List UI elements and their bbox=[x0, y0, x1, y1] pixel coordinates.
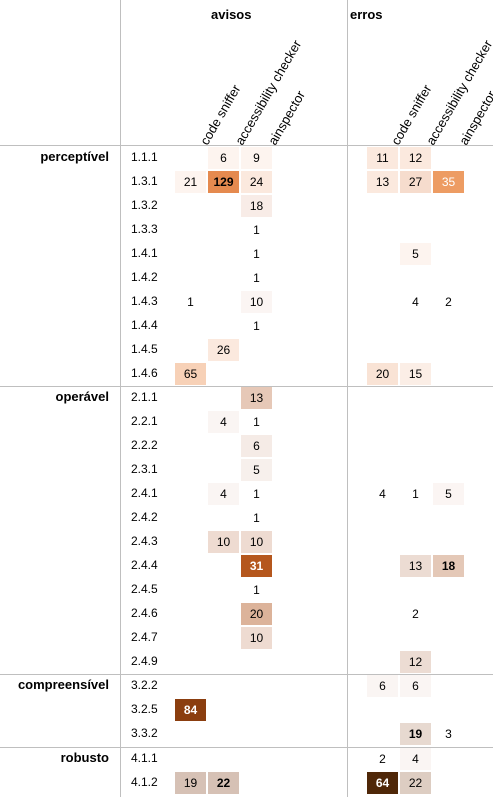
rule-label: 2.4.7 bbox=[131, 630, 158, 645]
rule-label: 3.3.2 bbox=[131, 726, 158, 741]
heatmap-cell: 1 bbox=[253, 415, 260, 430]
rule-label: 1.4.6 bbox=[131, 366, 158, 381]
rule-label: 2.2.2 bbox=[131, 438, 158, 453]
heatmap-cell: 11 bbox=[367, 147, 398, 169]
rule-label: 2.4.2 bbox=[131, 510, 158, 525]
group-title-avisos: avisos bbox=[211, 7, 252, 22]
rule-label: 2.4.1 bbox=[131, 486, 158, 501]
rule-label: 1.3.2 bbox=[131, 198, 158, 213]
section-label: operável bbox=[55, 389, 109, 405]
heatmap-cell: 6 bbox=[241, 435, 272, 458]
rule-label: 4.1.2 bbox=[131, 774, 158, 789]
rule-label: 3.2.5 bbox=[131, 702, 158, 717]
heatmap-cell: 1 bbox=[253, 319, 260, 334]
divider-line bbox=[0, 674, 493, 675]
rule-label: 2.4.4 bbox=[131, 558, 158, 573]
heatmap-cell: 10 bbox=[208, 531, 239, 554]
rule-label: 3.2.2 bbox=[131, 678, 158, 693]
heatmap-cell: 26 bbox=[208, 339, 239, 362]
heatmap-cell: 2 bbox=[445, 295, 452, 310]
rule-label: 2.3.1 bbox=[131, 462, 158, 477]
heatmap-cell: 10 bbox=[241, 627, 272, 650]
heatmap-cell: 1 bbox=[253, 583, 260, 598]
heatmap-cell: 12 bbox=[400, 651, 431, 674]
group-title-erros: erros bbox=[350, 7, 383, 22]
rule-label: 4.1.1 bbox=[131, 750, 158, 765]
heatmap-cell: 1 bbox=[412, 487, 419, 502]
rule-label: 2.1.1 bbox=[131, 390, 158, 405]
heatmap-cell: 1 bbox=[253, 511, 260, 526]
heatmap-cell: 1 bbox=[253, 487, 260, 502]
heatmap-cell: 129 bbox=[208, 171, 239, 194]
heatmap-cell: 19 bbox=[400, 723, 431, 746]
heatmap-cell: 5 bbox=[400, 243, 431, 266]
heatmap-cell: 18 bbox=[241, 195, 272, 218]
heatmap-cell: 6 bbox=[208, 147, 239, 169]
divider-line bbox=[120, 0, 121, 797]
heatmap-cell: 10 bbox=[241, 291, 272, 314]
divider-line bbox=[0, 747, 493, 748]
heatmap-cell: 10 bbox=[241, 531, 272, 554]
rule-label: 2.2.1 bbox=[131, 414, 158, 429]
heatmap-cell: 24 bbox=[241, 171, 272, 194]
heatmap-cell: 12 bbox=[400, 147, 431, 169]
heatmap-cell: 6 bbox=[400, 675, 431, 698]
heatmap-cell: 20 bbox=[367, 363, 398, 386]
heatmap-cell: 19 bbox=[175, 771, 206, 794]
section-label: perceptível bbox=[40, 149, 109, 164]
rule-label: 1.4.1 bbox=[131, 246, 158, 261]
heatmap-cell: 1 bbox=[253, 247, 260, 262]
rule-label: 2.4.6 bbox=[131, 606, 158, 621]
heatmap-cell: 1 bbox=[187, 295, 194, 310]
rule-label: 2.4.9 bbox=[131, 654, 158, 669]
heatmap-cell: 22 bbox=[400, 771, 431, 794]
heatmap-cell: 4 bbox=[400, 747, 431, 770]
heatmap-cell: 4 bbox=[412, 295, 419, 310]
heatmap-cell: 5 bbox=[241, 459, 272, 482]
heatmap-cell: 2 bbox=[379, 751, 386, 766]
heatmap-cell: 9 bbox=[241, 147, 272, 169]
heatmap-cell: 6 bbox=[367, 675, 398, 698]
divider-line bbox=[0, 145, 493, 146]
heatmap-cell: 20 bbox=[241, 603, 272, 626]
divider-line bbox=[0, 386, 493, 387]
heatmap-cell: 13 bbox=[367, 171, 398, 194]
rule-label: 1.3.3 bbox=[131, 222, 158, 237]
heatmap-cell: 22 bbox=[208, 771, 239, 794]
heatmap-cell: 64 bbox=[367, 771, 398, 794]
heatmap-cell: 65 bbox=[175, 363, 206, 386]
rule-label: 1.4.5 bbox=[131, 342, 158, 357]
heatmap-cell: 4 bbox=[208, 411, 239, 434]
heatmap-cell: 27 bbox=[400, 171, 431, 194]
heatmap-cell: 4 bbox=[208, 483, 239, 506]
rule-label: 2.4.3 bbox=[131, 534, 158, 549]
heatmap-cell: 13 bbox=[400, 555, 431, 578]
rule-label: 1.1.1 bbox=[131, 150, 158, 164]
section-label: robusto bbox=[60, 749, 109, 765]
heatmap-cell: 1 bbox=[253, 223, 260, 238]
rule-label: 1.4.2 bbox=[131, 270, 158, 285]
heatmap-cell: 3 bbox=[445, 727, 452, 742]
rule-label: 2.4.5 bbox=[131, 582, 158, 597]
heatmap-cell: 15 bbox=[400, 363, 431, 386]
heatmap-cell: 31 bbox=[241, 555, 272, 578]
heatmap-cell: 84 bbox=[175, 699, 206, 722]
heatmap-cell: 4 bbox=[379, 487, 386, 502]
heatmap-cell: 5 bbox=[433, 483, 464, 506]
rule-label: 1.3.1 bbox=[131, 174, 158, 189]
section-label: compreensível bbox=[17, 677, 109, 693]
heatmap-cell: 35 bbox=[433, 171, 464, 194]
heatmap-cell: 13 bbox=[241, 387, 272, 410]
heatmap-cell: 1 bbox=[253, 271, 260, 286]
heatmap-cell: 18 bbox=[433, 555, 464, 578]
heatmap-cell: 2 bbox=[412, 607, 419, 622]
divider-line bbox=[347, 0, 348, 797]
rule-label: 1.4.3 bbox=[131, 294, 158, 309]
heatmap-cell: 21 bbox=[175, 171, 206, 194]
rule-label: 1.4.4 bbox=[131, 318, 158, 333]
